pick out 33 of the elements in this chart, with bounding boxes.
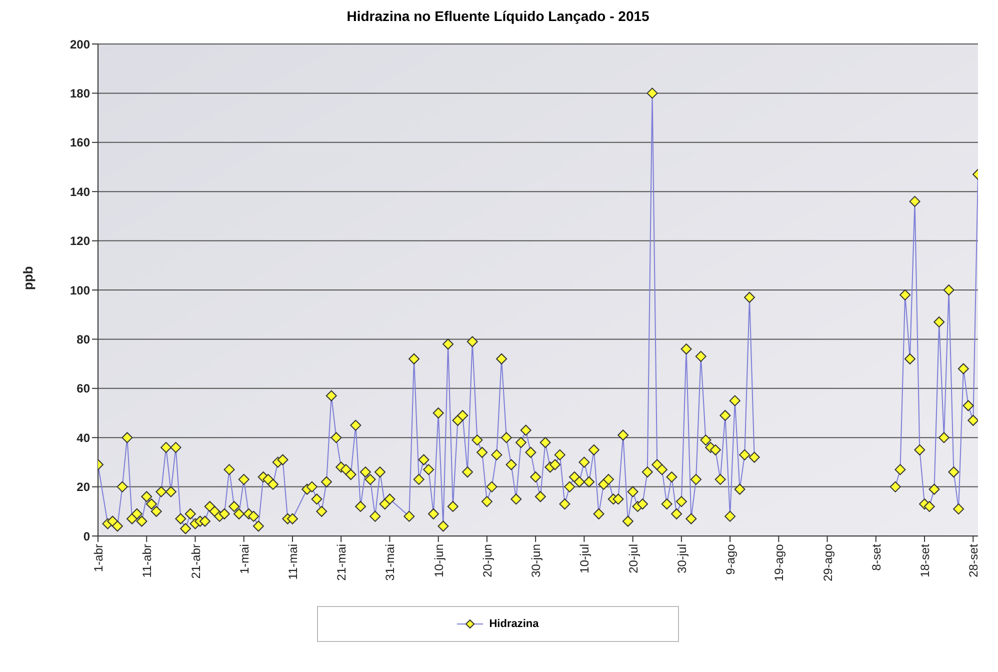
y-axis-title: ppb bbox=[20, 266, 36, 290]
x-tick-label: 8-set bbox=[869, 543, 884, 571]
chart-title: Hidrazina no Efluente Líquido Lançado - 2015 bbox=[346, 8, 650, 24]
x-tick-label: 30-jun bbox=[529, 544, 544, 578]
x-tick-label: 31-mai bbox=[383, 544, 398, 581]
y-tick-label: 0 bbox=[83, 529, 90, 544]
y-tick-label: 60 bbox=[76, 382, 90, 396]
y-tick-label: 20 bbox=[76, 480, 90, 494]
x-tick-label: 9-ago bbox=[724, 544, 738, 575]
x-tick-label: 20-jul bbox=[626, 544, 640, 574]
y-tick-label: 180 bbox=[70, 86, 90, 100]
x-tick-label: 30-jul bbox=[674, 544, 689, 574]
x-tick-label: 10-jul bbox=[578, 544, 592, 574]
x-tick-label: 19-ago bbox=[772, 544, 786, 582]
x-tick-label: 11-mai bbox=[286, 544, 300, 580]
x-tick-label: 1-abr bbox=[92, 544, 106, 572]
y-tick-label: 140 bbox=[70, 184, 90, 199]
y-tick-label: 100 bbox=[70, 283, 90, 298]
y-tick-label: 120 bbox=[70, 234, 90, 248]
x-tick-label: 18-set bbox=[918, 543, 932, 578]
y-tick-label: 80 bbox=[76, 332, 90, 346]
y-tick-label: 40 bbox=[76, 430, 90, 445]
x-tick-label: 21-abr bbox=[188, 544, 203, 579]
legend-label: Hidrazina bbox=[489, 618, 539, 630]
x-tick-label: 1-mai bbox=[237, 544, 252, 574]
x-tick-label: 10-jun bbox=[432, 544, 446, 578]
x-tick-label: 20-jun bbox=[480, 544, 494, 578]
x-tick-label: 29-ago bbox=[820, 544, 835, 582]
x-tick-label: 28-set bbox=[966, 543, 981, 578]
x-tick-label: 21-mai bbox=[334, 544, 349, 581]
y-tick-label: 160 bbox=[70, 136, 90, 150]
x-tick-label: 11-abr bbox=[140, 544, 154, 578]
y-tick-label: 200 bbox=[70, 37, 90, 52]
